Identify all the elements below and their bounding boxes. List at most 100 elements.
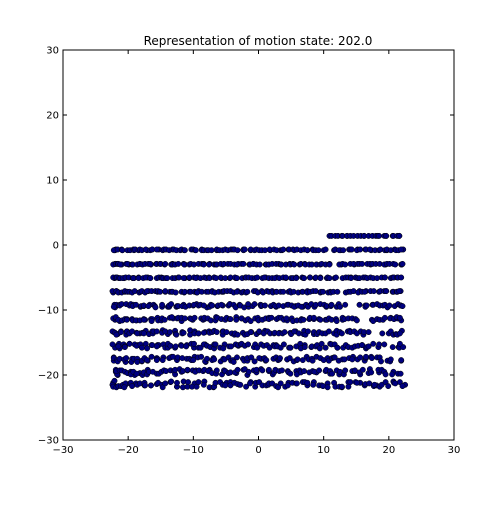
- data-point: [333, 274, 339, 281]
- data-point: [363, 353, 369, 360]
- data-point: [237, 381, 244, 388]
- x-tick-label: 0: [255, 445, 261, 456]
- data-point: [305, 328, 311, 335]
- data-point: [299, 357, 306, 364]
- data-point: [195, 330, 202, 337]
- data-point: [185, 379, 192, 386]
- data-point: [200, 381, 207, 388]
- data-point: [162, 260, 169, 267]
- data-point: [192, 247, 199, 254]
- data-point: [328, 301, 335, 308]
- data-point: [293, 380, 300, 387]
- data-point: [378, 358, 384, 365]
- data-point: [159, 301, 166, 308]
- data-point: [291, 261, 298, 268]
- data-point: [244, 288, 251, 295]
- data-point: [161, 316, 168, 323]
- data-point: [356, 301, 363, 308]
- data-point: [222, 382, 229, 389]
- data-point: [113, 331, 120, 338]
- x-tick-label: 30: [448, 445, 461, 456]
- data-point: [301, 344, 308, 351]
- data-point: [148, 353, 155, 360]
- points-layer: [109, 232, 409, 391]
- data-point: [134, 330, 141, 337]
- data-point: [233, 316, 240, 323]
- data-point: [347, 379, 354, 386]
- data-point: [248, 354, 255, 361]
- data-point: [263, 357, 270, 364]
- data-point: [376, 232, 383, 239]
- data-point: [396, 288, 403, 295]
- data-point: [349, 356, 356, 363]
- data-point: [168, 378, 175, 385]
- data-point: [145, 303, 152, 310]
- x-tick-label: 20: [382, 445, 395, 456]
- data-point: [279, 367, 285, 374]
- data-point: [368, 355, 375, 362]
- data-point: [283, 315, 290, 322]
- data-point: [126, 340, 133, 347]
- data-point: [144, 357, 151, 364]
- data-point: [234, 275, 240, 282]
- data-point: [325, 328, 332, 335]
- data-point: [337, 303, 343, 310]
- data-point: [121, 344, 128, 351]
- data-point: [133, 370, 140, 377]
- data-point: [195, 379, 202, 386]
- data-point: [262, 302, 268, 309]
- data-point: [318, 340, 325, 347]
- data-point: [119, 247, 126, 254]
- data-point: [301, 275, 308, 282]
- data-point: [333, 318, 340, 325]
- data-point: [148, 382, 154, 389]
- y-tick-label: 20: [46, 111, 59, 122]
- data-point: [256, 355, 263, 362]
- data-point: [396, 232, 403, 239]
- x-tick-label: −10: [183, 445, 204, 456]
- data-point: [265, 366, 272, 373]
- data-point: [280, 341, 287, 348]
- data-point: [213, 367, 220, 374]
- data-point: [174, 379, 180, 386]
- data-point: [326, 261, 333, 268]
- data-point: [304, 247, 311, 254]
- data-point: [115, 343, 122, 350]
- data-point: [365, 329, 372, 336]
- data-point: [326, 275, 333, 282]
- data-point: [206, 261, 212, 268]
- data-point: [357, 246, 364, 253]
- data-point: [223, 329, 230, 336]
- data-point: [342, 301, 349, 308]
- data-point: [191, 314, 198, 321]
- data-point: [399, 303, 406, 310]
- data-point: [152, 304, 159, 311]
- data-point: [118, 329, 124, 336]
- data-point: [382, 371, 389, 378]
- data-point: [281, 329, 288, 336]
- data-point: [359, 366, 366, 373]
- data-point: [329, 370, 336, 377]
- data-point: [191, 340, 197, 347]
- data-point: [389, 344, 396, 351]
- data-point: [389, 371, 396, 378]
- data-point: [293, 275, 300, 282]
- data-point: [230, 359, 237, 365]
- data-point: [168, 301, 175, 308]
- data-point: [256, 261, 263, 268]
- data-point: [180, 275, 187, 282]
- chart-title: Representation of motion state: 202.0: [144, 34, 373, 48]
- data-point: [213, 329, 220, 336]
- data-point: [164, 275, 171, 282]
- data-point: [397, 370, 404, 377]
- data-point: [209, 302, 216, 309]
- data-point: [379, 330, 386, 337]
- data-point: [357, 354, 364, 361]
- data-point: [324, 384, 331, 391]
- data-point: [251, 301, 258, 308]
- data-point: [334, 288, 341, 295]
- data-point: [212, 341, 219, 348]
- data-point: [247, 380, 253, 387]
- data-point: [241, 246, 248, 253]
- y-tick-label: −10: [38, 306, 59, 317]
